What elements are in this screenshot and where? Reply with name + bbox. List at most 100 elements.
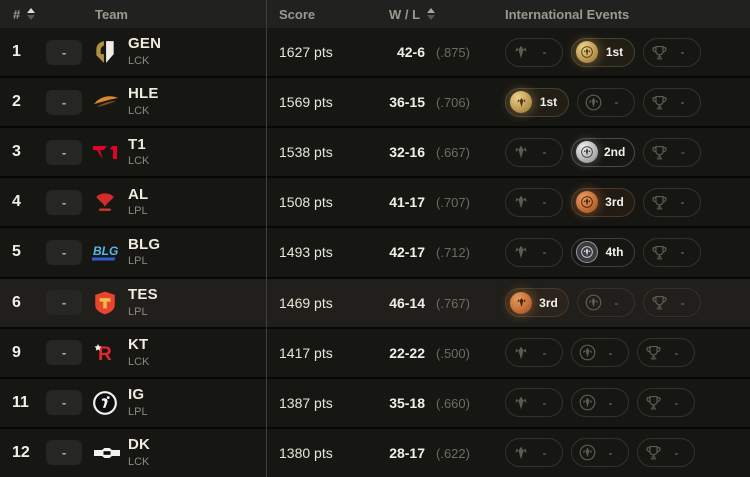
events-column-label: International Events [505, 6, 630, 22]
sort-icon[interactable] [427, 8, 436, 20]
first-stand-icon-wrap [510, 291, 532, 314]
worlds-icon-wrap [642, 342, 664, 364]
first-stand-icon-wrap [510, 41, 532, 63]
table-row[interactable]: 6 - TES LPL 1469 pts 46-14 (.767) 3rd - - [0, 276, 750, 327]
rank-cell: 4 [0, 193, 40, 211]
event-badge-worlds[interactable]: - [643, 87, 701, 117]
team-name: DK [128, 436, 151, 454]
rank-change-badge[interactable]: - [46, 390, 82, 416]
sort-icon[interactable] [27, 8, 36, 20]
win-loss-record: 36-15 [389, 94, 425, 111]
team-cell[interactable]: KT LCK [126, 336, 266, 370]
rank-value: 9 [12, 343, 21, 361]
event-badge-first-stand[interactable]: - [505, 137, 563, 167]
first-stand-icon-wrap [510, 342, 532, 364]
worlds-icon [652, 145, 667, 160]
team-cell[interactable]: IG LPL [126, 386, 266, 420]
event-badge-msi[interactable]: 3rd [571, 187, 635, 217]
team-name: KT [128, 335, 149, 353]
rank-cell: 11 [0, 394, 40, 412]
team-cell[interactable]: BLG LPL [126, 236, 266, 270]
event-badge-msi[interactable]: 4th [571, 237, 635, 267]
table-row[interactable]: 4 - AL LPL 1508 pts 41-17 (.707) - 3rd - [0, 176, 750, 227]
score-value: 1417 pts [279, 344, 333, 361]
rank-value: 2 [12, 93, 21, 111]
event-badge-first-stand[interactable]: - [505, 187, 563, 217]
first-stand-icon [515, 246, 527, 259]
event-badge-msi[interactable]: - [577, 87, 635, 117]
msi-icon [579, 445, 595, 461]
event-badge-worlds[interactable]: - [643, 137, 702, 167]
winloss-cell: 42-17 (.712) [389, 244, 505, 260]
event-badge-msi[interactable]: - [571, 338, 629, 368]
table-row[interactable]: 3 - T1 LCK 1538 pts 32-16 (.667) - 2nd - [0, 126, 750, 177]
movement-cell: - [40, 39, 92, 65]
table-row[interactable]: 5- BLG BLG LPL 1493 pts 42-17 (.712) -4th - [0, 226, 750, 277]
team-league: LPL [128, 205, 148, 218]
win-loss-record: 35-18 [389, 394, 425, 411]
event-badge-worlds[interactable]: - [643, 288, 701, 318]
table-row[interactable]: 1 - GEN LCK 1627 pts 42-6 (.875) - 1st - [0, 28, 750, 77]
event-badge-first-stand[interactable]: - [505, 338, 563, 368]
event-badge-first-stand[interactable]: 1st [505, 87, 569, 117]
table-row[interactable]: 11- IG LPL 1387 pts 35-18 (.660) - - - [0, 376, 750, 427]
event-badge-worlds[interactable]: - [637, 338, 695, 368]
event-placement: - [542, 145, 547, 160]
rank-cell: 1 [0, 43, 40, 61]
gen-logo [96, 41, 114, 63]
event-badge-first-stand[interactable]: - [505, 37, 563, 67]
event-badge-worlds[interactable]: - [643, 237, 701, 267]
rank-change-badge[interactable]: - [46, 239, 82, 265]
team-cell[interactable]: HLE LCK [126, 85, 266, 119]
rank-change-badge[interactable]: - [46, 39, 82, 65]
t1-logo [93, 146, 117, 160]
event-badge-worlds[interactable]: - [637, 388, 695, 418]
events-cell: - 3rd - [505, 187, 750, 217]
events-cell: - 4th - [505, 237, 750, 267]
event-placement: 4th [605, 245, 624, 260]
event-badge-msi[interactable]: - [571, 388, 629, 418]
team-cell[interactable]: DK LCK [126, 436, 266, 470]
team-cell[interactable]: AL LPL [126, 186, 266, 220]
team-cell[interactable]: GEN LCK [126, 35, 266, 69]
winloss-column-header[interactable]: W / L [389, 7, 505, 22]
msi-icon [581, 146, 593, 159]
event-badge-msi[interactable]: 2nd [571, 137, 636, 167]
team-cell[interactable]: T1 LCK [126, 136, 266, 170]
event-badge-first-stand[interactable]: 3rd [505, 288, 569, 318]
event-badge-msi[interactable]: - [577, 288, 635, 318]
event-badge-first-stand[interactable]: - [505, 237, 563, 267]
movement-cell: - [40, 390, 92, 416]
worlds-icon-wrap [648, 241, 670, 263]
event-badge-msi[interactable]: 1st [571, 37, 635, 67]
rank-change-badge[interactable]: - [46, 89, 82, 115]
event-badge-msi[interactable]: - [571, 438, 629, 468]
score-value: 1469 pts [279, 294, 333, 311]
team-cell[interactable]: TES LPL [126, 286, 266, 320]
event-badge-worlds[interactable]: - [637, 438, 695, 468]
team-logo [92, 290, 126, 316]
column-divider [266, 0, 267, 477]
score-column-label: Score [279, 6, 316, 22]
rank-change-badge[interactable]: - [46, 340, 82, 366]
event-badge-worlds[interactable]: - [643, 37, 701, 67]
win-ratio: (.767) [436, 295, 470, 311]
first-stand-icon-wrap [510, 91, 532, 114]
event-badge-first-stand[interactable]: - [505, 438, 563, 468]
msi-icon [579, 394, 595, 411]
rank-column-header[interactable]: # [0, 7, 40, 22]
win-loss-record: 46-14 [389, 294, 425, 311]
table-row[interactable]: 12- DK LCK 1380 pts 28-17 (.622) - - - [0, 426, 750, 477]
rank-change-badge[interactable]: - [46, 139, 82, 165]
win-loss-record: 41-17 [389, 194, 425, 211]
rank-change-badge[interactable]: - [46, 290, 82, 316]
event-badge-first-stand[interactable]: - [505, 388, 563, 418]
event-placement: - [680, 145, 685, 160]
table-row[interactable]: 2 - HLE LCK 1569 pts 36-15 (.706) 1st - - [0, 76, 750, 127]
rank-change-badge[interactable]: - [46, 189, 82, 215]
rank-change-badge[interactable]: - [46, 440, 82, 466]
event-badge-worlds[interactable]: - [643, 187, 701, 217]
table-row[interactable]: 9- R KT LCK 1417 pts 22-22 (.500) - - - [0, 326, 750, 377]
msi-icon-wrap [582, 91, 604, 113]
